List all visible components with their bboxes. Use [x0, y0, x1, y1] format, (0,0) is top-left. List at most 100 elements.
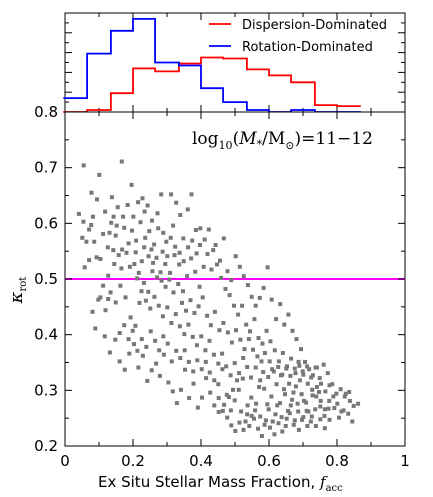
- scatter-point: [266, 407, 271, 412]
- scatter-point: [286, 312, 291, 317]
- scatter-point: [186, 245, 191, 250]
- scatter-point: [120, 247, 125, 252]
- scatter-point: [264, 328, 269, 333]
- scatter-point: [135, 348, 140, 353]
- scatter-point: [293, 371, 298, 376]
- scatter-point: [186, 359, 191, 364]
- scatter-point: [113, 300, 118, 305]
- scatter-point: [173, 312, 178, 317]
- scatter-point: [234, 328, 238, 333]
- scatter-point: [219, 275, 224, 280]
- scatter-point: [327, 398, 332, 403]
- x-tick-labels: 0 0.2 0.4 0.6 0.8 1: [60, 452, 410, 470]
- scatter-point: [247, 424, 252, 428]
- scatter-point: [313, 407, 318, 412]
- scatter-point: [171, 290, 176, 295]
- scatter-point: [156, 303, 161, 308]
- scatter-point: [96, 297, 101, 302]
- scatter-point: [90, 309, 95, 314]
- scatter-point: [243, 419, 248, 424]
- scatter-point: [174, 200, 179, 205]
- scatter-point: [161, 352, 166, 357]
- scatter-point: [314, 394, 319, 399]
- scatter-point: [139, 289, 144, 294]
- scatter-point: [252, 317, 257, 322]
- scatter-point: [181, 259, 186, 264]
- scatter-point: [119, 159, 124, 164]
- scatter-point: [301, 415, 306, 420]
- scatter-point: [163, 262, 168, 266]
- scatter-point: [342, 394, 347, 399]
- scatter-point: [258, 378, 263, 383]
- scatter-point: [204, 376, 209, 381]
- scatter-point: [226, 395, 231, 399]
- scatter-point: [343, 391, 348, 396]
- scatter-point: [207, 370, 212, 375]
- scatter-point: [194, 251, 199, 256]
- scatter-point: [152, 294, 157, 299]
- scatter-point: [171, 223, 176, 228]
- scatter-point: [216, 382, 221, 387]
- scatter-point: [173, 244, 178, 249]
- legend-label-rotation: Rotation-Dominated: [242, 40, 373, 55]
- scatter-point: [304, 400, 309, 405]
- scatter-point: [288, 373, 293, 378]
- scatter-point: [261, 370, 266, 374]
- x-tick-label: 0.8: [325, 452, 349, 470]
- scatter-point: [249, 413, 254, 418]
- scatter-point: [218, 258, 222, 263]
- scatter-point: [237, 371, 242, 376]
- scatter-point: [272, 348, 277, 353]
- scatter-point: [335, 401, 340, 406]
- scatter-point: [255, 354, 260, 359]
- scatter-point: [187, 396, 192, 401]
- scatter-point: [133, 323, 138, 328]
- scatter-point: [221, 321, 226, 325]
- scatter-point: [280, 351, 285, 355]
- scatter-point: [288, 403, 293, 408]
- scatter-point: [322, 426, 327, 431]
- scatter-point: [130, 228, 134, 233]
- scatter-point: [182, 332, 187, 337]
- scatter-point: [216, 396, 221, 401]
- scatter-point: [295, 401, 300, 406]
- scatter-point: [199, 367, 204, 372]
- scatter-point: [237, 420, 242, 425]
- scatter-point: [296, 427, 301, 432]
- scatter-point: [293, 384, 298, 389]
- scatter-point: [228, 408, 233, 413]
- scatter-point: [337, 415, 341, 420]
- scatter-point: [113, 233, 118, 238]
- scatter-point: [106, 273, 111, 278]
- scatter-point: [191, 369, 196, 374]
- scatter-point: [326, 406, 331, 411]
- scatter-point: [160, 249, 165, 254]
- scatter-point: [152, 242, 157, 247]
- scatter-point: [307, 367, 312, 372]
- scatter-point: [249, 294, 254, 299]
- scatter-point: [225, 330, 230, 335]
- scatter-point: [126, 241, 131, 246]
- scatter-point: [299, 347, 303, 352]
- scatter-point: [149, 368, 154, 373]
- scatter-point: [327, 383, 332, 388]
- scatter-point: [97, 172, 102, 177]
- scatter-point: [339, 409, 344, 414]
- scatter-point: [193, 269, 198, 274]
- scatter-point: [276, 421, 281, 426]
- scatter-point: [317, 376, 322, 381]
- scatter-point: [136, 270, 141, 275]
- scatter-point: [287, 381, 292, 386]
- scatter-point: [319, 381, 323, 386]
- scatter-point: [181, 236, 186, 241]
- scatter-point: [229, 278, 234, 283]
- scatter-point: [114, 223, 119, 228]
- scatter-point: [256, 336, 261, 340]
- scatter-point: [107, 350, 112, 355]
- scatter-point: [229, 340, 234, 345]
- legend-label-dispersion: Dispersion-Dominated: [242, 18, 387, 33]
- scatter-point: [167, 277, 172, 282]
- scatter-point: [301, 372, 306, 377]
- scatter-point: [286, 408, 290, 413]
- scatter-point: [308, 419, 313, 424]
